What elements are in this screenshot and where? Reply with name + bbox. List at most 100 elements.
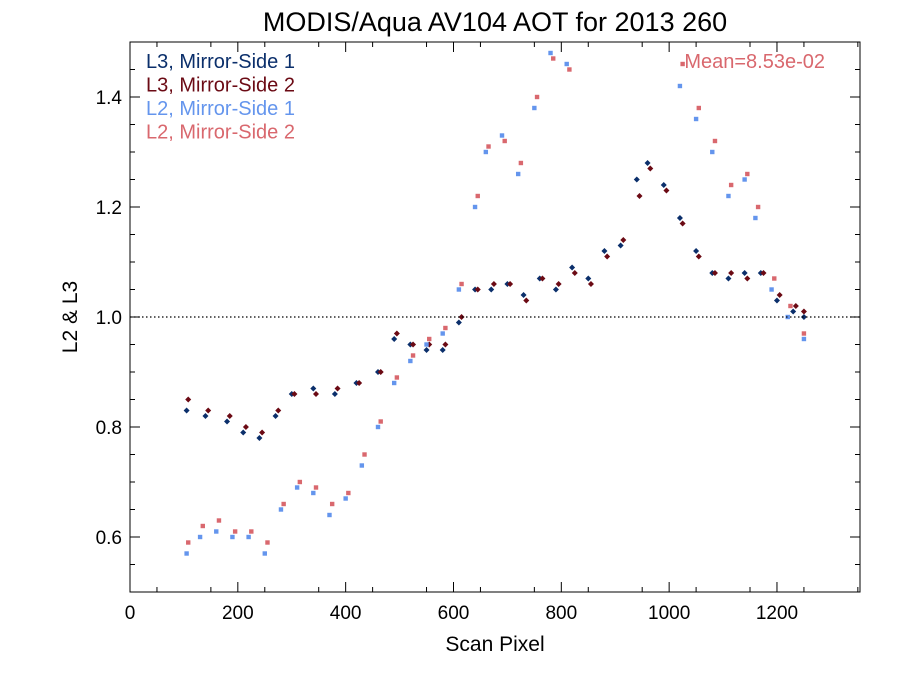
data-point	[760, 270, 767, 276]
data-point	[801, 336, 807, 342]
data-point	[275, 407, 282, 414]
data-point	[343, 496, 348, 501]
data-point	[475, 193, 480, 199]
data-point	[391, 380, 397, 386]
data-point	[246, 534, 251, 540]
data-point	[773, 297, 780, 304]
data-point	[515, 171, 521, 177]
data-point	[753, 215, 758, 221]
data-point	[712, 138, 718, 144]
data-point	[680, 61, 685, 67]
data-point	[240, 429, 247, 436]
data-point	[458, 314, 465, 320]
data-point	[711, 270, 718, 276]
data-point	[265, 540, 270, 545]
data-point	[755, 204, 761, 210]
data-point	[359, 463, 365, 468]
data-point	[427, 336, 432, 342]
data-point	[278, 507, 284, 512]
y-axis-label: L2 & L3	[59, 281, 82, 353]
data-point	[518, 160, 524, 166]
data-point	[620, 237, 627, 243]
data-point	[539, 275, 546, 282]
data-point	[534, 94, 540, 100]
data-point	[362, 452, 367, 457]
data-point	[520, 292, 527, 298]
x-tick-label: 0	[125, 603, 136, 624]
data-point	[728, 182, 734, 188]
data-point	[272, 413, 279, 419]
data-point	[741, 270, 748, 276]
x-tick-label: 600	[438, 603, 470, 624]
data-point	[214, 529, 219, 534]
x-tick-label: 400	[330, 603, 362, 624]
data-point	[486, 144, 491, 149]
data-point	[205, 407, 212, 414]
data-points	[183, 50, 807, 556]
series-1	[183, 160, 807, 441]
data-point	[230, 534, 235, 540]
data-point	[310, 385, 317, 392]
data-point	[313, 485, 319, 490]
data-point	[331, 391, 338, 397]
data-point	[439, 347, 446, 353]
data-point	[744, 275, 751, 282]
data-point	[393, 330, 400, 337]
data-point	[378, 419, 383, 424]
data-point	[183, 407, 190, 414]
data-point	[297, 479, 303, 485]
x-axis-label: Scan Pixel	[445, 633, 544, 656]
data-point	[232, 529, 238, 534]
data-point	[636, 193, 643, 199]
data-point	[216, 518, 222, 523]
data-point	[604, 253, 611, 260]
axis-ticks: 0 200 400 600 800 1000 1200 0.6 0.8 1.0 1.2 1.4	[96, 41, 860, 624]
data-point	[788, 303, 793, 309]
data-point	[327, 512, 332, 518]
data-point	[601, 248, 608, 254]
series-2	[185, 165, 807, 436]
data-point	[647, 165, 654, 172]
data-point	[311, 490, 316, 496]
data-point	[571, 270, 578, 276]
data-point	[693, 248, 700, 254]
data-point	[410, 353, 416, 358]
data-point	[679, 220, 686, 227]
data-point	[488, 286, 495, 293]
data-point	[785, 314, 790, 320]
data-point	[585, 275, 592, 282]
legend-entry-3: L2, Mirror-Side 1	[146, 98, 295, 120]
data-point	[617, 242, 624, 249]
data-point	[769, 287, 774, 292]
y-tick-label: 1.0	[96, 308, 122, 329]
data-point	[710, 149, 715, 155]
data-point	[745, 171, 750, 177]
data-point	[726, 193, 731, 199]
data-point	[408, 358, 413, 364]
data-point	[532, 105, 537, 111]
mean-annotation: Mean=8.53e-02	[684, 51, 825, 73]
data-point	[346, 490, 351, 496]
data-point	[742, 177, 747, 182]
data-point	[202, 413, 209, 419]
data-point	[587, 281, 594, 287]
data-point	[644, 160, 651, 166]
data-point	[507, 281, 514, 287]
data-point	[391, 336, 398, 342]
data-point	[356, 380, 363, 386]
data-point	[262, 551, 267, 556]
data-point	[772, 276, 777, 281]
data-point	[424, 342, 429, 347]
data-point	[455, 319, 462, 326]
legend-entry-2: L3, Mirror-Side 2	[146, 75, 295, 97]
data-point	[800, 308, 807, 315]
data-point	[375, 424, 381, 430]
data-point	[728, 270, 735, 276]
data-point	[569, 264, 576, 271]
data-point	[660, 182, 667, 188]
data-point	[551, 56, 556, 61]
data-point	[281, 501, 286, 507]
data-point	[200, 523, 205, 529]
data-point	[242, 424, 249, 430]
